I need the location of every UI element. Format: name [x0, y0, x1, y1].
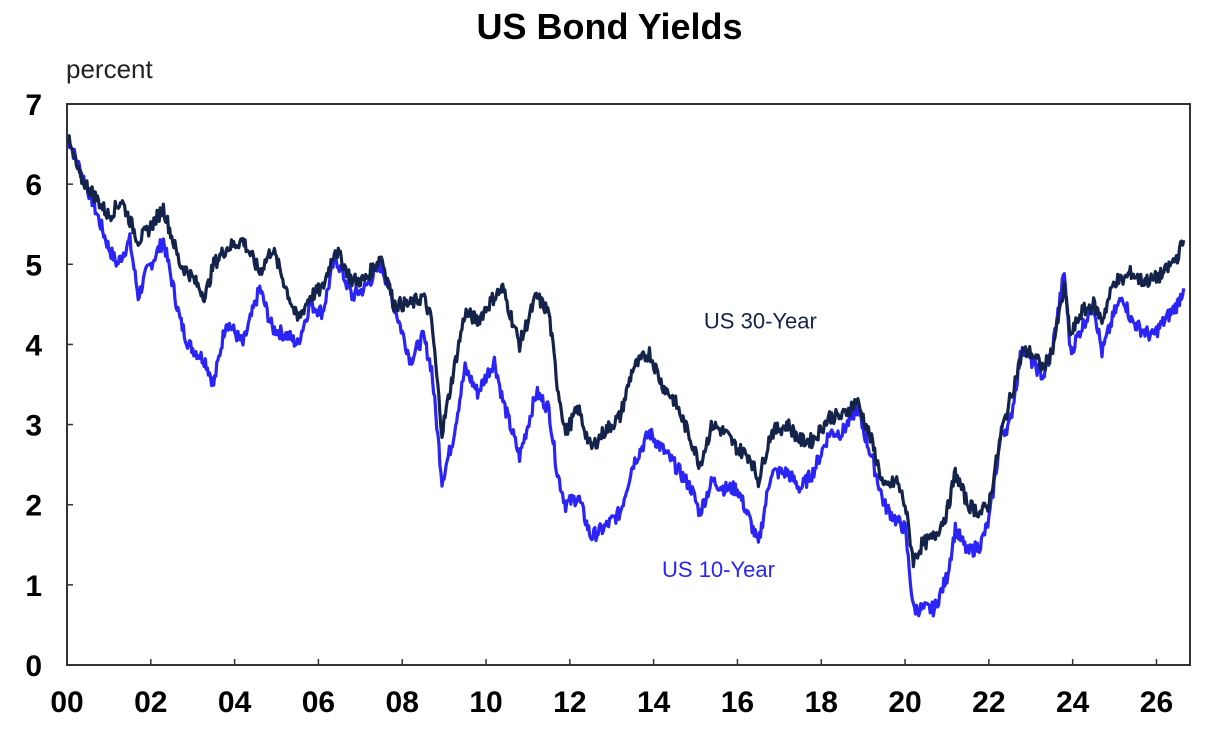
- x-tick-label: 14: [637, 686, 671, 719]
- y-tick-label: 7: [25, 89, 42, 122]
- y-axis-unit-label: percent: [66, 54, 153, 84]
- y-tick-label: 6: [25, 169, 42, 202]
- x-tick-label: 12: [553, 686, 586, 719]
- x-tick-label: 18: [805, 686, 838, 719]
- x-tick-label: 06: [302, 686, 335, 719]
- y-axis-ticks: 0 1 2 3 4 5 6 7: [25, 89, 73, 683]
- x-tick-label: 00: [50, 686, 83, 719]
- x-tick-label: 22: [972, 686, 1005, 719]
- chart-title: US Bond Yields: [476, 6, 743, 47]
- x-axis-ticks: 00 02 04 06 08 10 12 14 16 18 20 22 24 26: [50, 659, 1173, 719]
- y-tick-label: 3: [25, 410, 42, 443]
- x-tick-label: 26: [1140, 686, 1173, 719]
- y-tick-label: 4: [25, 329, 42, 362]
- plot-frame: [66, 103, 1191, 666]
- x-tick-label: 02: [134, 686, 167, 719]
- y-tick-label: 2: [25, 490, 42, 523]
- x-tick-label: 24: [1056, 686, 1090, 719]
- y-tick-label: 5: [25, 249, 42, 282]
- y-tick-label: 1: [25, 570, 42, 603]
- series-line-us-10-year: [65, 135, 1186, 618]
- series-line-us-30-year: [65, 134, 1186, 569]
- x-tick-label: 08: [386, 686, 419, 719]
- x-tick-label: 20: [888, 686, 921, 719]
- series-lines: [65, 134, 1186, 618]
- x-tick-label: 10: [469, 686, 502, 719]
- series-annotations: US 30-Year US 10-Year: [662, 308, 817, 581]
- y-tick-label: 0: [25, 650, 42, 683]
- x-tick-label: 16: [721, 686, 754, 719]
- annotation-us-10-year: US 10-Year: [662, 557, 775, 582]
- annotation-us-30-year: US 30-Year: [704, 308, 817, 333]
- x-tick-label: 04: [218, 686, 252, 719]
